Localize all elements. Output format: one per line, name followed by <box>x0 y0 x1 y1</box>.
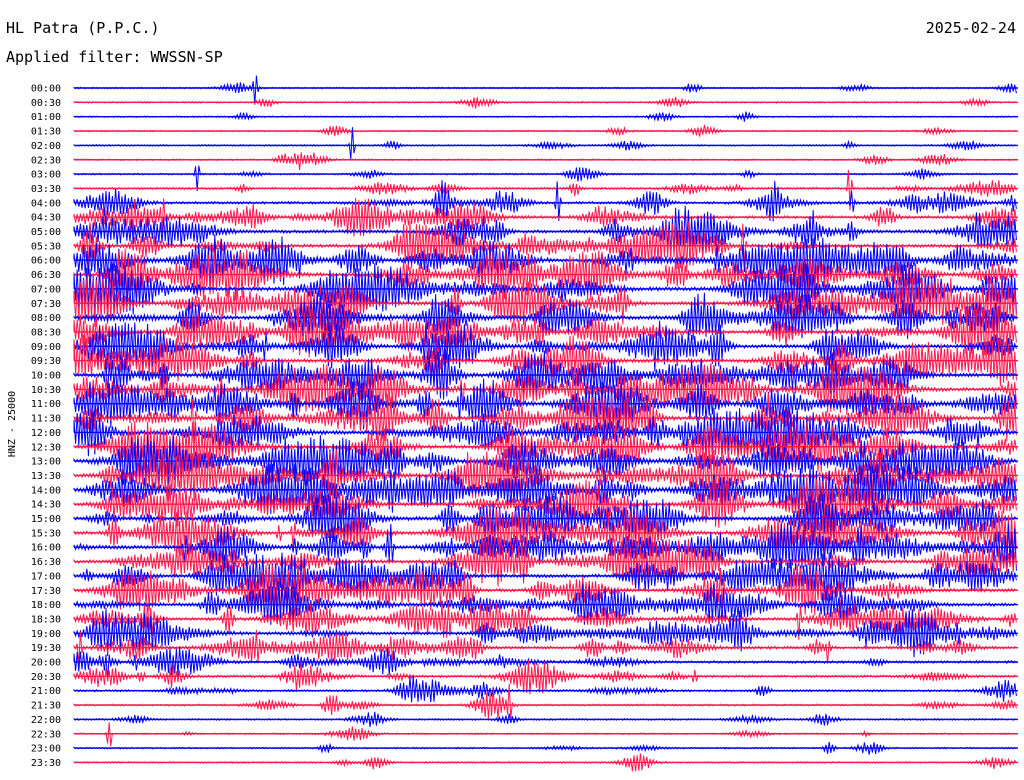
trace-row <box>73 435 1017 487</box>
row-label: 17:00 <box>31 571 61 582</box>
trace-row <box>73 234 1017 286</box>
row-label: 12:30 <box>31 442 61 453</box>
trace-row <box>73 581 1017 626</box>
trace-row <box>73 169 1017 211</box>
trace-row <box>73 349 1017 400</box>
row-label: 18:30 <box>31 614 61 625</box>
row-label: 08:30 <box>31 327 61 338</box>
trace-row <box>73 363 1017 416</box>
filter-label: Applied filter: WWSSN-SP <box>6 48 223 66</box>
row-label: 09:00 <box>31 342 61 353</box>
row-label: 22:00 <box>31 715 61 726</box>
row-label: 02:30 <box>31 155 61 166</box>
row-label: 19:00 <box>31 629 61 640</box>
row-label: 14:00 <box>31 485 61 496</box>
row-label: 16:30 <box>31 557 61 568</box>
trace-row <box>73 478 1017 530</box>
row-label: 20:30 <box>31 672 61 683</box>
row-label: 15:30 <box>31 528 61 539</box>
trace-row <box>73 277 1017 329</box>
trace-row <box>73 600 1017 640</box>
row-label: 00:00 <box>31 84 61 95</box>
row-label: 06:00 <box>31 256 61 267</box>
row-label: 05:30 <box>31 241 61 252</box>
trace-row <box>73 165 1017 192</box>
row-label: 09:30 <box>31 356 61 367</box>
row-label: 15:00 <box>31 514 61 525</box>
station-title: HL Patra (P.P.C.) <box>6 19 160 37</box>
row-label: 08:00 <box>31 313 61 324</box>
trace-row <box>73 522 1017 573</box>
row-label: 03:30 <box>31 184 61 195</box>
trace-row <box>73 552 1017 601</box>
row-label: 03:00 <box>31 170 61 181</box>
row-label: 21:00 <box>31 686 61 697</box>
row-label: 00:30 <box>31 98 61 109</box>
row-label: 01:00 <box>31 112 61 123</box>
trace-row <box>73 307 1017 358</box>
trace-row <box>73 407 1017 459</box>
trace-row <box>73 152 1017 171</box>
row-label: 23:30 <box>31 758 61 769</box>
date-label: 2025-02-24 <box>925 19 1016 37</box>
trace-row <box>73 421 1017 473</box>
row-label: 20:00 <box>31 658 61 669</box>
row-label: 06:30 <box>31 270 61 281</box>
row-label: 07:30 <box>31 299 61 310</box>
channel-label: HNZ - 25000 <box>7 391 18 457</box>
row-label: 02:00 <box>31 141 61 152</box>
row-label: 10:00 <box>31 371 61 382</box>
row-label: 13:30 <box>31 471 61 482</box>
row-label: 01:30 <box>31 127 61 138</box>
row-label: 12:00 <box>31 428 61 439</box>
trace-row <box>73 248 1017 301</box>
trace-row <box>73 449 1017 502</box>
row-label: 07:00 <box>31 284 61 295</box>
trace-group <box>73 75 1018 772</box>
trace-row <box>73 75 1017 105</box>
row-label: 19:30 <box>31 643 61 654</box>
trace-row <box>73 320 1017 372</box>
row-label: 18:00 <box>31 600 61 611</box>
row-label: 11:00 <box>31 399 61 410</box>
row-label: 04:30 <box>31 213 61 224</box>
row-label: 14:30 <box>31 500 61 511</box>
trace-row <box>73 378 1017 430</box>
trace-row <box>73 508 1017 559</box>
row-label: 22:30 <box>31 729 61 740</box>
row-label: 16:00 <box>31 543 61 554</box>
row-label: 10:30 <box>31 385 61 396</box>
row-label: 04:00 <box>31 198 61 209</box>
row-label: 23:00 <box>31 744 61 755</box>
trace-row <box>73 536 1017 587</box>
row-label: 13:00 <box>31 457 61 468</box>
row-label: 11:30 <box>31 414 61 425</box>
row-label: 05:00 <box>31 227 61 238</box>
row-label: 17:30 <box>31 586 61 597</box>
row-label: 21:30 <box>31 701 61 712</box>
row-labels: 00:00 00:30 01:00 01:30 02:00 02:30 03:00 03:30… <box>31 84 61 769</box>
